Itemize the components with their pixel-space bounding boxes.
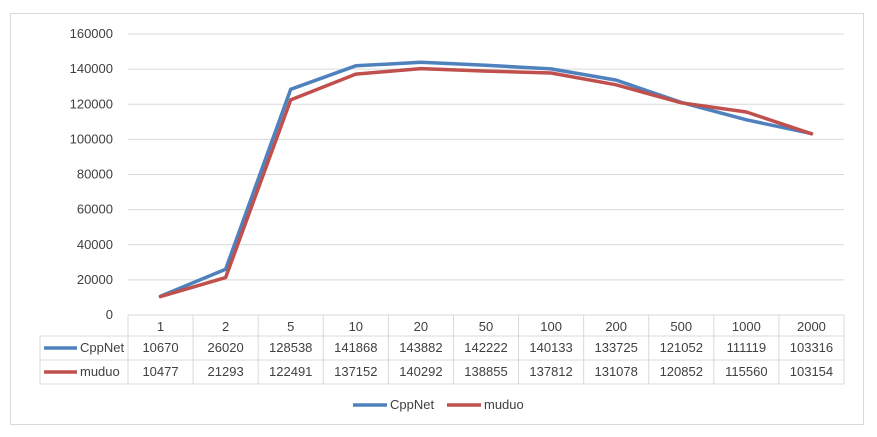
series-lines [158, 60, 814, 299]
table-series-name: muduo [80, 364, 120, 379]
data-table-value: 128538 [269, 340, 312, 355]
data-point [484, 64, 488, 67]
y-tick-label: 160000 [70, 26, 113, 41]
data-point [159, 295, 162, 298]
data-table-value: 10670 [142, 340, 178, 355]
data-point [354, 64, 358, 68]
data-table-value: 121052 [660, 340, 703, 355]
data-table-value: 140292 [399, 364, 442, 379]
data-table-value: 103154 [790, 364, 833, 379]
data-table-value: 21293 [208, 364, 244, 379]
x-tick-label: 500 [670, 319, 692, 334]
legend-label: CppNet [390, 397, 434, 412]
y-tick-label: 100000 [70, 131, 113, 146]
gridlines [128, 33, 844, 281]
y-tick-label: 40000 [77, 237, 113, 252]
y-tick-label: 0 [106, 307, 113, 322]
data-table-value: 140133 [529, 340, 572, 355]
data-table-value: 10477 [142, 364, 178, 379]
legend-label: muduo [484, 397, 524, 412]
data-point [289, 98, 292, 102]
x-tick-label: 100 [540, 319, 562, 334]
data-point [419, 61, 423, 64]
x-tick-label: 50 [479, 319, 493, 334]
data-point [289, 88, 292, 91]
data-table-value: 122491 [269, 364, 312, 379]
y-tick-label: 80000 [77, 167, 113, 182]
data-table-value: 142222 [464, 340, 507, 355]
x-tick-label: 200 [605, 319, 627, 334]
data-table-value: 137152 [334, 364, 377, 379]
data-table-value: 111119 [727, 340, 767, 355]
x-tick-label: 1000 [732, 319, 761, 334]
x-tick-label: 1 [157, 319, 164, 334]
data-point [354, 72, 358, 76]
data-table-value: 141868 [334, 340, 377, 355]
data-point [680, 101, 683, 104]
chart-area [10, 13, 864, 425]
y-tick-label: 140000 [70, 61, 113, 76]
data-point [224, 276, 227, 279]
data-point [810, 132, 813, 136]
data-table-value: 133725 [594, 340, 637, 355]
y-tick-label: 60000 [77, 202, 113, 217]
data-point [224, 268, 227, 271]
x-tick-label: 2000 [797, 319, 826, 334]
data-table-value: 143882 [399, 340, 442, 355]
legend: CppNet muduo [353, 397, 524, 412]
data-point [549, 71, 553, 75]
data-table-value: 138855 [464, 364, 507, 379]
x-tick-label: 2 [222, 319, 229, 334]
y-axis-ticks: 0 20000 40000 60000 80000 100000 120000 140000 1… [70, 26, 113, 322]
data-point [614, 83, 618, 86]
x-tick-label: 20 [414, 319, 428, 334]
data-table-value: 26020 [208, 340, 244, 355]
y-tick-label: 120000 [70, 96, 113, 111]
series-line-cppnet [158, 60, 814, 299]
data-point [745, 118, 748, 122]
data-table: 1 2 5 10 20 50 100 200 500 1000 2000 CppNet 10670 260… [39, 314, 845, 385]
y-tick-label: 20000 [77, 272, 113, 287]
x-tick-label: 10 [349, 319, 363, 334]
data-point [549, 67, 553, 71]
data-table-value: 115560 [725, 364, 767, 379]
data-table-value: 120852 [660, 364, 703, 379]
data-point [484, 69, 488, 73]
data-point [419, 67, 423, 70]
table-series-name: CppNet [80, 340, 124, 355]
x-tick-label: 5 [287, 319, 294, 334]
data-table-value: 131078 [594, 364, 637, 379]
data-table-value: 137812 [529, 364, 572, 379]
data-table-value: 103316 [790, 340, 833, 355]
data-point [614, 78, 618, 82]
data-point [745, 110, 748, 114]
